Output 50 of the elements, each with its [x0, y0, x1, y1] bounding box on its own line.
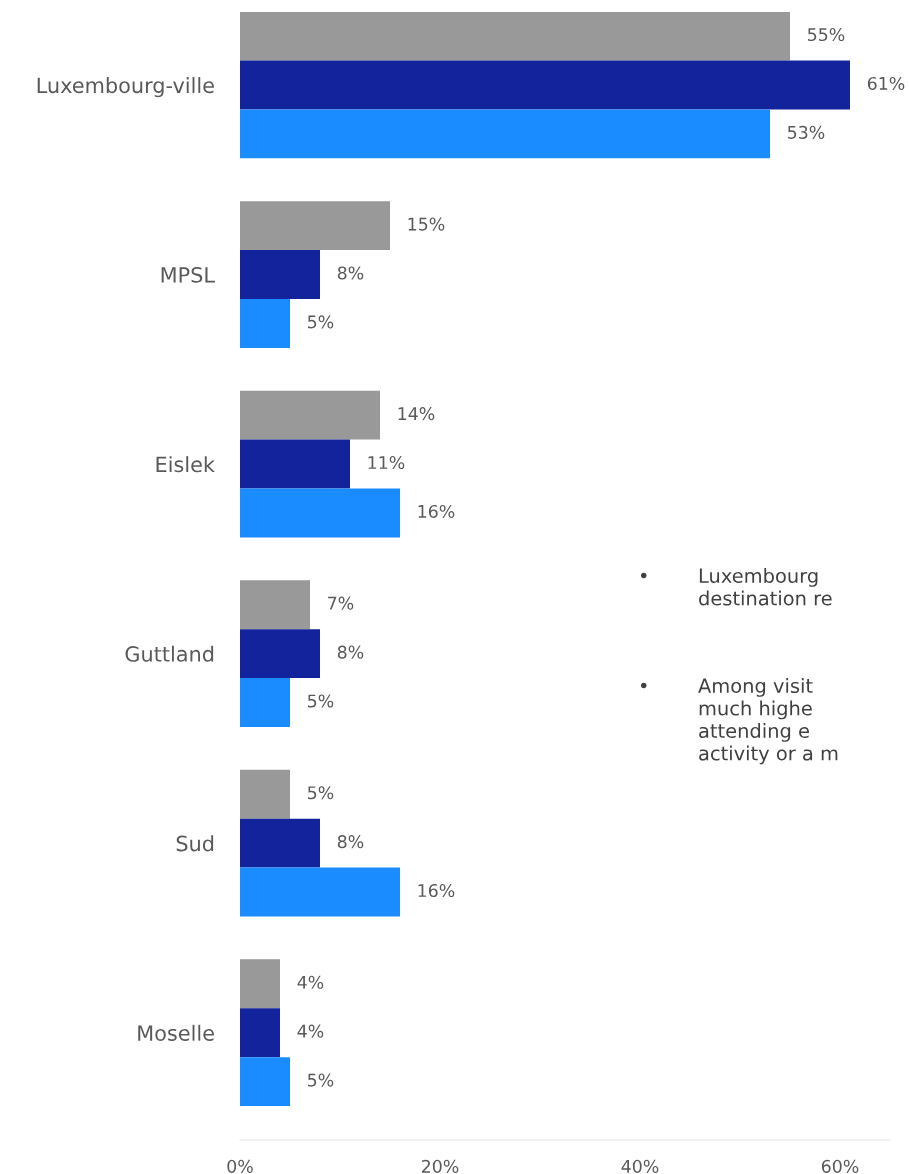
data-label: 8%: [337, 835, 364, 849]
data-label: 55%: [808, 27, 845, 42]
data-label: 4%: [297, 1024, 324, 1038]
y-tick-label: Eislek: [156, 456, 215, 473]
bar: [240, 629, 320, 679]
bar: [240, 959, 280, 1009]
x-tick-label: 0%: [227, 1159, 253, 1173]
data-label: 16%: [418, 504, 455, 519]
bar: [240, 12, 790, 61]
data-label: 8%: [337, 645, 364, 659]
annotation: Among visit much highe attending e activity or a m: [698, 678, 838, 765]
y-tick-label: Moselle: [138, 1024, 214, 1041]
y-tick-label: MPSL: [161, 266, 215, 283]
y-tick-label: Guttland: [125, 645, 214, 662]
bar: [240, 488, 400, 538]
annotation: •: [640, 572, 647, 579]
bar: [240, 1008, 280, 1058]
bar: [240, 867, 400, 917]
bar: [240, 580, 310, 630]
bar: [240, 678, 290, 727]
annotation: Luxembourg destination re: [699, 568, 832, 606]
data-label: 5%: [308, 1073, 334, 1087]
data-label: 5%: [308, 786, 334, 800]
data-label: 5%: [308, 694, 334, 708]
data-label: 11%: [368, 455, 405, 470]
bar: [240, 60, 850, 110]
bar: [240, 1057, 290, 1107]
y-tick-label: Luxembourg-ville: [37, 77, 214, 98]
data-label: 16%: [418, 883, 455, 898]
y-tick-label: Sud: [176, 835, 214, 852]
bar: [240, 769, 290, 819]
annotation: •: [640, 682, 647, 689]
x-tick-label: 40%: [621, 1159, 659, 1173]
bar: [240, 298, 290, 348]
bar: [240, 201, 390, 251]
data-label: 7%: [328, 596, 354, 610]
data-label: 14%: [398, 407, 435, 421]
data-label: 53%: [788, 125, 825, 139]
bar: [240, 250, 320, 299]
data-label: 61%: [867, 76, 905, 91]
x-tick-label: 60%: [821, 1159, 859, 1173]
data-label: 5%: [308, 315, 334, 329]
x-tick-label: 20%: [421, 1159, 459, 1173]
data-label: 4%: [297, 975, 324, 989]
bar: [240, 439, 350, 489]
data-label: 15%: [408, 217, 445, 231]
data-label: 8%: [337, 266, 364, 280]
bar: [240, 390, 380, 440]
bar: [240, 818, 320, 868]
bar: [240, 109, 770, 159]
